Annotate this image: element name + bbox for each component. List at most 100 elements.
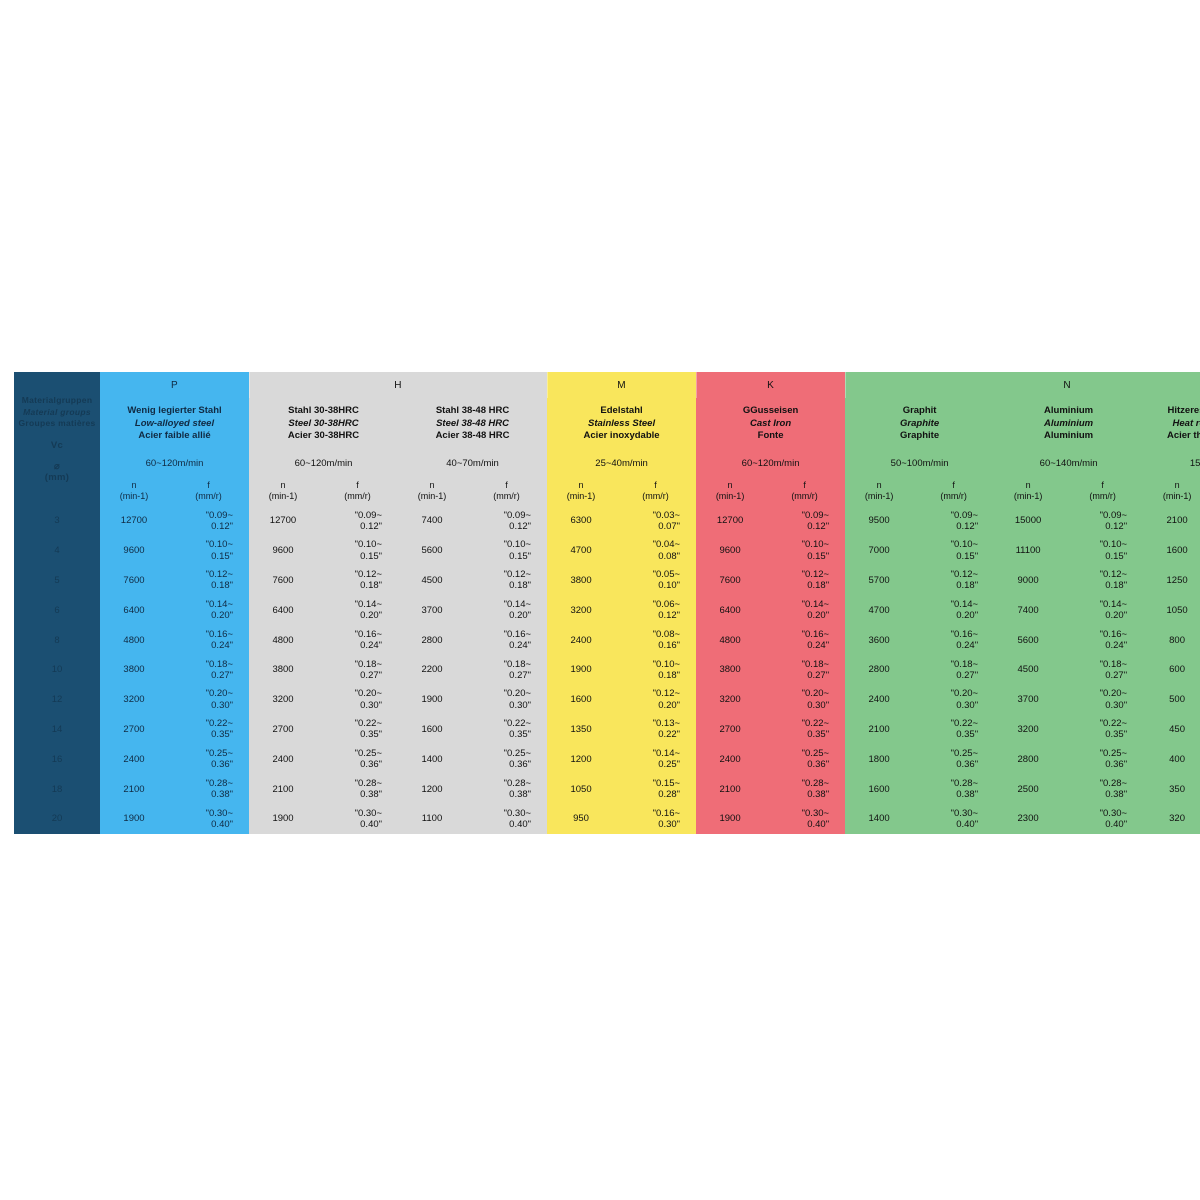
unit-n-1: n (min-1) xyxy=(249,476,318,506)
material-4-de: GGusseisen xyxy=(742,404,799,416)
feed-value-cell: "0.22~ 0.35" xyxy=(168,714,250,745)
feed-min: "0.18~ xyxy=(354,658,383,670)
feed-max: 0.15" xyxy=(360,550,383,562)
speed-value-cell: 9600 xyxy=(696,535,765,566)
feed-value-cell: "0.28~ 0.38" xyxy=(466,774,548,804)
unit-f-top-0: f xyxy=(207,480,210,491)
feed-max: 0.30" xyxy=(807,699,830,711)
material-6-fr: Aluminium xyxy=(1044,430,1094,442)
feed-value-cell: "0.22~ 0.35" xyxy=(764,714,846,745)
material-name-3: Edelstahl Stainless Steel Acier inoxydable xyxy=(547,398,697,450)
speed-value-cell: 2300 xyxy=(994,803,1063,834)
feed-value-cell: "0.10~ 0.15" xyxy=(913,535,995,566)
material-4-en: Cast Iron xyxy=(749,417,792,429)
feed-min: "0.28~ xyxy=(1099,777,1128,789)
feed-value-cell: "0.25~ 0.36" xyxy=(1062,744,1144,775)
speed-value-cell: 1250 xyxy=(1143,565,1200,596)
feed-min: "0.16~ xyxy=(354,628,383,640)
feed-max: 0.07" xyxy=(658,520,681,532)
feed-min: "0.14~ xyxy=(950,599,979,611)
feed-min: "0.25~ xyxy=(1099,748,1128,760)
unit-f-4: f (mm/r) xyxy=(764,476,846,506)
speed-value-cell: 12700 xyxy=(696,506,765,536)
feed-value-cell: "0.12~ 0.18" xyxy=(168,565,250,596)
table-row: 18 2100 "0.28~ 0.38" 2100 "0.28~ 0.38" 1200 "0.2… xyxy=(14,774,1200,804)
vc-label: Vc xyxy=(50,439,64,451)
unit-f-bottom-3: (mm/r) xyxy=(642,491,669,501)
unit-n-bottom-5: (min-1) xyxy=(864,491,894,501)
speed-value-cell: 2100 xyxy=(696,774,765,804)
feed-value-cell: "0.10~ 0.18" xyxy=(615,654,697,685)
feed-min: "0.09~ xyxy=(354,509,383,521)
feed-min: "0.12~ xyxy=(801,569,830,581)
feed-max: 0.40" xyxy=(807,818,830,830)
speed-value-cell: 2500 xyxy=(994,774,1063,804)
unit-n-bottom-2: (min-1) xyxy=(417,491,447,501)
diameter-unit-bottom: (mm) xyxy=(44,471,70,483)
feed-value-cell: "0.12~ 0.20" xyxy=(615,684,697,715)
speed-value-cell: 2700 xyxy=(100,714,168,745)
speed-value-cell: 3200 xyxy=(547,595,616,626)
speed-value-cell: 3200 xyxy=(100,684,168,715)
feed-min: "0.14~ xyxy=(652,748,681,760)
speed-value-cell: 7600 xyxy=(696,565,765,596)
feed-min: "0.10~ xyxy=(652,658,681,670)
table-row: 5 7600 "0.12~ 0.18" 7600 "0.12~ 0.18" 4500 "0.12… xyxy=(14,565,1200,596)
material-name-row: Wenig legierter Stahl Low-alloyed steel Ac… xyxy=(14,398,1200,450)
table-row: 3 12700 "0.09~ 0.12" 12700 "0.09~ 0.12" 7400 "0.… xyxy=(14,506,1200,536)
feed-max: 0.12" xyxy=(658,610,681,622)
feed-max: 0.35" xyxy=(1105,729,1128,741)
speed-value-cell: 350 xyxy=(1143,774,1200,804)
speed-value-cell: 2400 xyxy=(547,625,616,655)
speed-value-cell: 2100 xyxy=(249,774,318,804)
feed-min: "0.12~ xyxy=(950,569,979,581)
feed-max: 0.15" xyxy=(956,550,979,562)
unit-n-0: n (min-1) xyxy=(100,476,168,506)
unit-f-top-2: f xyxy=(505,480,508,491)
material-0-de: Wenig legierter Stahl xyxy=(127,404,222,416)
speed-value-cell: 7600 xyxy=(100,565,168,596)
speed-value-cell: 3800 xyxy=(696,654,765,685)
cutting-speed-6: 60~140m/min xyxy=(994,450,1144,476)
feed-max: 0.15" xyxy=(1105,550,1128,562)
feed-value-cell: "0.12~ 0.18" xyxy=(1062,565,1144,596)
feed-max: 0.27" xyxy=(1105,669,1128,681)
speed-value-cell: 1050 xyxy=(547,774,616,804)
feed-max: 0.30" xyxy=(211,699,234,711)
speed-value-cell: 950 xyxy=(547,803,616,834)
feed-max: 0.27" xyxy=(807,669,830,681)
speed-value-cell: 15000 xyxy=(994,506,1063,536)
group-header-K: K xyxy=(696,372,846,398)
speed-value-cell: 2100 xyxy=(1143,506,1200,536)
material-groups-de: Materialgruppen xyxy=(21,395,93,406)
feed-min: "0.09~ xyxy=(1099,509,1128,521)
material-2-en: Steel 38-48 HRC xyxy=(436,417,509,429)
feed-min: "0.16~ xyxy=(1099,628,1128,640)
feed-min: "0.22~ xyxy=(950,718,979,730)
feed-value-cell: "0.18~ 0.27" xyxy=(1062,654,1144,685)
feed-max: 0.22" xyxy=(658,729,681,741)
feed-min: "0.30~ xyxy=(801,807,830,819)
feed-value-cell: "0.12~ 0.18" xyxy=(764,565,846,596)
speed-value-cell: 2100 xyxy=(100,774,168,804)
speed-value-cell: 3200 xyxy=(696,684,765,715)
feed-min: "0.30~ xyxy=(503,807,532,819)
feed-value-cell: "0.13~ 0.22" xyxy=(615,714,697,745)
material-name-2: Stahl 38-48 HRC Steel 38-48 HRC Acier 38-4… xyxy=(398,398,548,450)
material-7-fr: Acier thermorésistant xyxy=(1166,430,1200,442)
feed-max: 0.20" xyxy=(658,699,681,711)
feed-max: 0.36" xyxy=(956,759,979,771)
feed-min: "0.20~ xyxy=(950,688,979,700)
feed-max: 0.18" xyxy=(658,669,681,681)
material-6-de: Aluminium xyxy=(1044,404,1094,416)
speed-value-cell: 3600 xyxy=(845,625,914,655)
unit-n-top-7: n xyxy=(1174,480,1180,491)
feed-value-cell: "0.16~ 0.24" xyxy=(764,625,846,655)
feed-value-cell: "0.28~ 0.38" xyxy=(764,774,846,804)
feed-min: "0.22~ xyxy=(801,718,830,730)
table-row: 14 2700 "0.22~ 0.35" 2700 "0.22~ 0.35" 1600 "0.2… xyxy=(14,714,1200,745)
feed-max: 0.18" xyxy=(360,580,383,592)
feed-max: 0.30" xyxy=(956,699,979,711)
diameter-cell: 4 xyxy=(14,535,100,566)
material-6-en: Aluminium xyxy=(1044,417,1094,429)
